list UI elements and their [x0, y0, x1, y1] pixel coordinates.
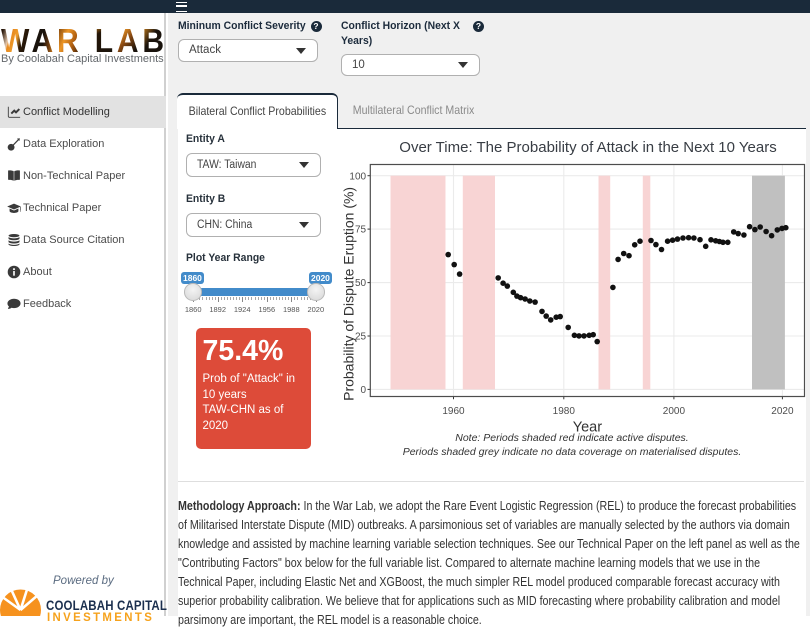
- svg-text:100: 100: [349, 171, 366, 182]
- svg-text:Over Time: The Probability of: Over Time: The Probability of Attack in …: [399, 139, 776, 156]
- svg-text:25: 25: [355, 332, 367, 343]
- svg-text:50: 50: [355, 278, 367, 289]
- svg-text:75: 75: [355, 225, 367, 236]
- svg-text:1980: 1980: [553, 406, 576, 417]
- svg-text:2020: 2020: [771, 406, 794, 417]
- svg-text:2000: 2000: [663, 406, 686, 417]
- svg-text:1960: 1960: [442, 406, 465, 417]
- svg-text:Probability of Dispute Eruptio: Probability of Dispute Eruption (%): [341, 187, 357, 401]
- svg-text:Year: Year: [573, 420, 602, 435]
- svg-text:0: 0: [361, 385, 367, 396]
